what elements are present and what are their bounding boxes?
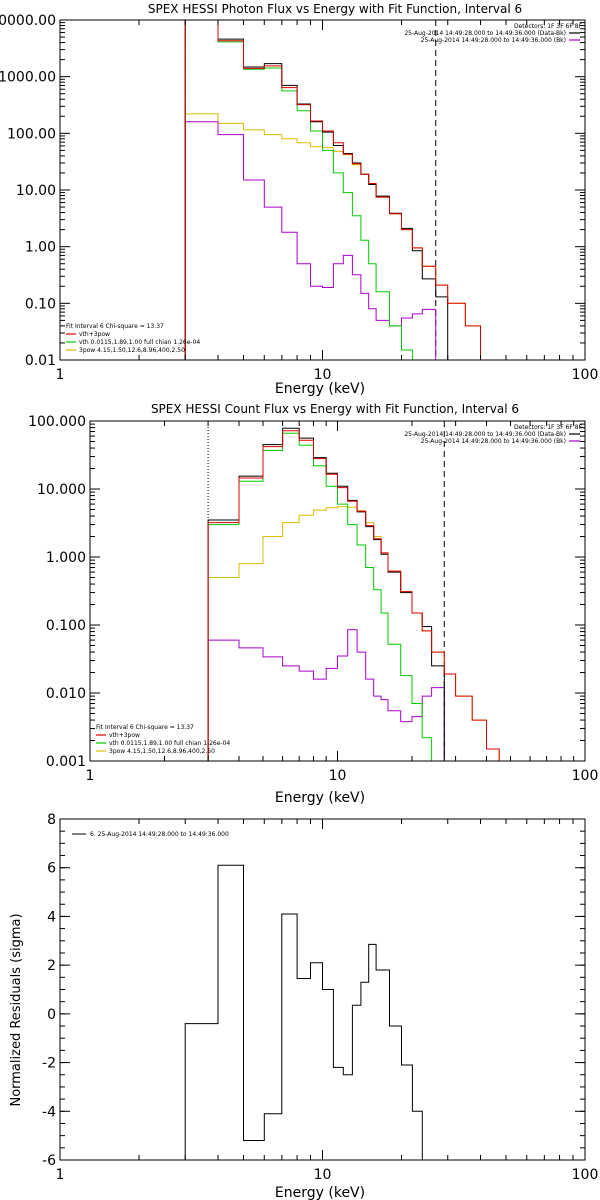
- series-bk: [207, 629, 456, 761]
- y-tick-label: 100.000: [28, 414, 86, 430]
- x-axis-label: Energy (keV): [275, 381, 365, 397]
- fit-line: Fit Interval 6 Chi-square = 13.37: [66, 323, 164, 330]
- x-tick-label: 1: [86, 768, 95, 784]
- x-tick-label: 100: [572, 768, 599, 784]
- series-3pow: [207, 506, 500, 761]
- series-bk: [184, 121, 448, 360]
- photon-flux-chart: SPEX HESSI Photon Flux vs Energy with Fi…: [0, 2, 599, 397]
- legend-label: 6. 25-Aug-2014 14:49:28.000 to 14:49:36.…: [90, 831, 229, 838]
- series-data-bk: [184, 20, 449, 360]
- series-vth: [184, 20, 413, 360]
- y-tick-label: 10.00: [16, 183, 56, 199]
- x-axis-label: Energy (keV): [275, 790, 365, 805]
- x-axis-label: Energy (keV): [275, 1185, 365, 1200]
- y-tick-label: 0.100: [46, 618, 86, 634]
- fit-line: 3pow 4.15,1.50,12.6,8.96,400,2.50: [109, 748, 215, 755]
- y-tick-label: 0.10: [25, 296, 56, 312]
- chart-title: SPEX HESSI Count Flux vs Energy with Fit…: [151, 402, 519, 416]
- chart-title: SPEX HESSI Photon Flux vs Energy with Fi…: [148, 2, 522, 16]
- info-line: Detectors: 1F 3F 6F 8F: [514, 424, 583, 431]
- y-tick-label: -6: [42, 1153, 56, 1169]
- y-tick-label: 8: [47, 812, 56, 828]
- y-tick-label: 1.000: [46, 550, 86, 566]
- fit-line: 3pow 4.15,1.50,12.6,8.96,400,2.50: [79, 347, 185, 354]
- series-vth-3pow: [184, 20, 481, 360]
- series-vth-3pow: [207, 430, 500, 761]
- y-tick-label: 0.010: [46, 686, 86, 702]
- info-line: 25-Aug-2014 14:49:28.000 to 14:49:36.000…: [421, 438, 566, 445]
- y-tick-label: 6: [47, 861, 56, 877]
- y-tick-label: 10.000: [37, 482, 86, 498]
- fit-line: vth+3pow: [109, 732, 140, 739]
- y-tick-label: -2: [42, 1056, 56, 1072]
- x-tick-label: 100: [572, 1167, 599, 1183]
- fit-line: vth 0.0115,1.89,1.00 full chian 1.26e-04: [79, 339, 200, 346]
- y-tick-label: -4: [42, 1104, 56, 1120]
- info-line: 25-Aug-2014 14:49:28.000 to 14:49:36.000…: [421, 37, 566, 44]
- fit-line: vth+3pow: [79, 331, 110, 338]
- x-tick-label: 1: [56, 1167, 65, 1183]
- y-tick-label: 10000.00: [0, 13, 56, 29]
- info-line: 25-Aug-2014 14:49:28.000 to 14:49:36.000…: [404, 30, 566, 37]
- x-tick-label: 10: [314, 367, 332, 383]
- fit-line: vth 0.0115,1.89,1.00 full chian 1.26e-04: [109, 740, 230, 747]
- y-axis-label: Normalized Residuals (sigma): [9, 913, 24, 1106]
- x-tick-label: 10: [329, 768, 347, 784]
- y-tick-label: 100.00: [7, 126, 56, 142]
- y-tick-label: 0.001: [46, 754, 86, 770]
- y-tick-label: 2: [47, 958, 56, 974]
- series-6-25-aug-2014-14-49-28-000-to-14-49-36-000: [184, 864, 423, 1160]
- y-tick-label: 0.01: [25, 353, 56, 369]
- plot-frame: [89, 420, 586, 762]
- x-tick-label: 1: [56, 367, 65, 383]
- y-tick-label: 1.00: [25, 240, 56, 256]
- y-tick-label: 0: [47, 1007, 56, 1023]
- residuals-chart: Energy (keV) Normalized Residuals (sigma…: [9, 812, 599, 1200]
- info-line: 25-Aug-2014 14:49:28.000 to 14:49:36.000…: [404, 431, 566, 438]
- x-tick-label: 100: [572, 367, 599, 383]
- y-tick-label: 1000.00: [0, 70, 56, 86]
- plot-frame: [59, 19, 586, 361]
- info-line: Detectors: 1F 3F 6F 8F: [514, 23, 583, 30]
- y-tick-label: 4: [47, 909, 56, 925]
- count-flux-chart: SPEX HESSI Count Flux vs Energy with Fit…: [28, 402, 599, 805]
- series-vth: [207, 432, 445, 761]
- fit-line: Fit Interval 6 Chi-square = 13.37: [96, 724, 194, 731]
- x-tick-label: 10: [314, 1167, 332, 1183]
